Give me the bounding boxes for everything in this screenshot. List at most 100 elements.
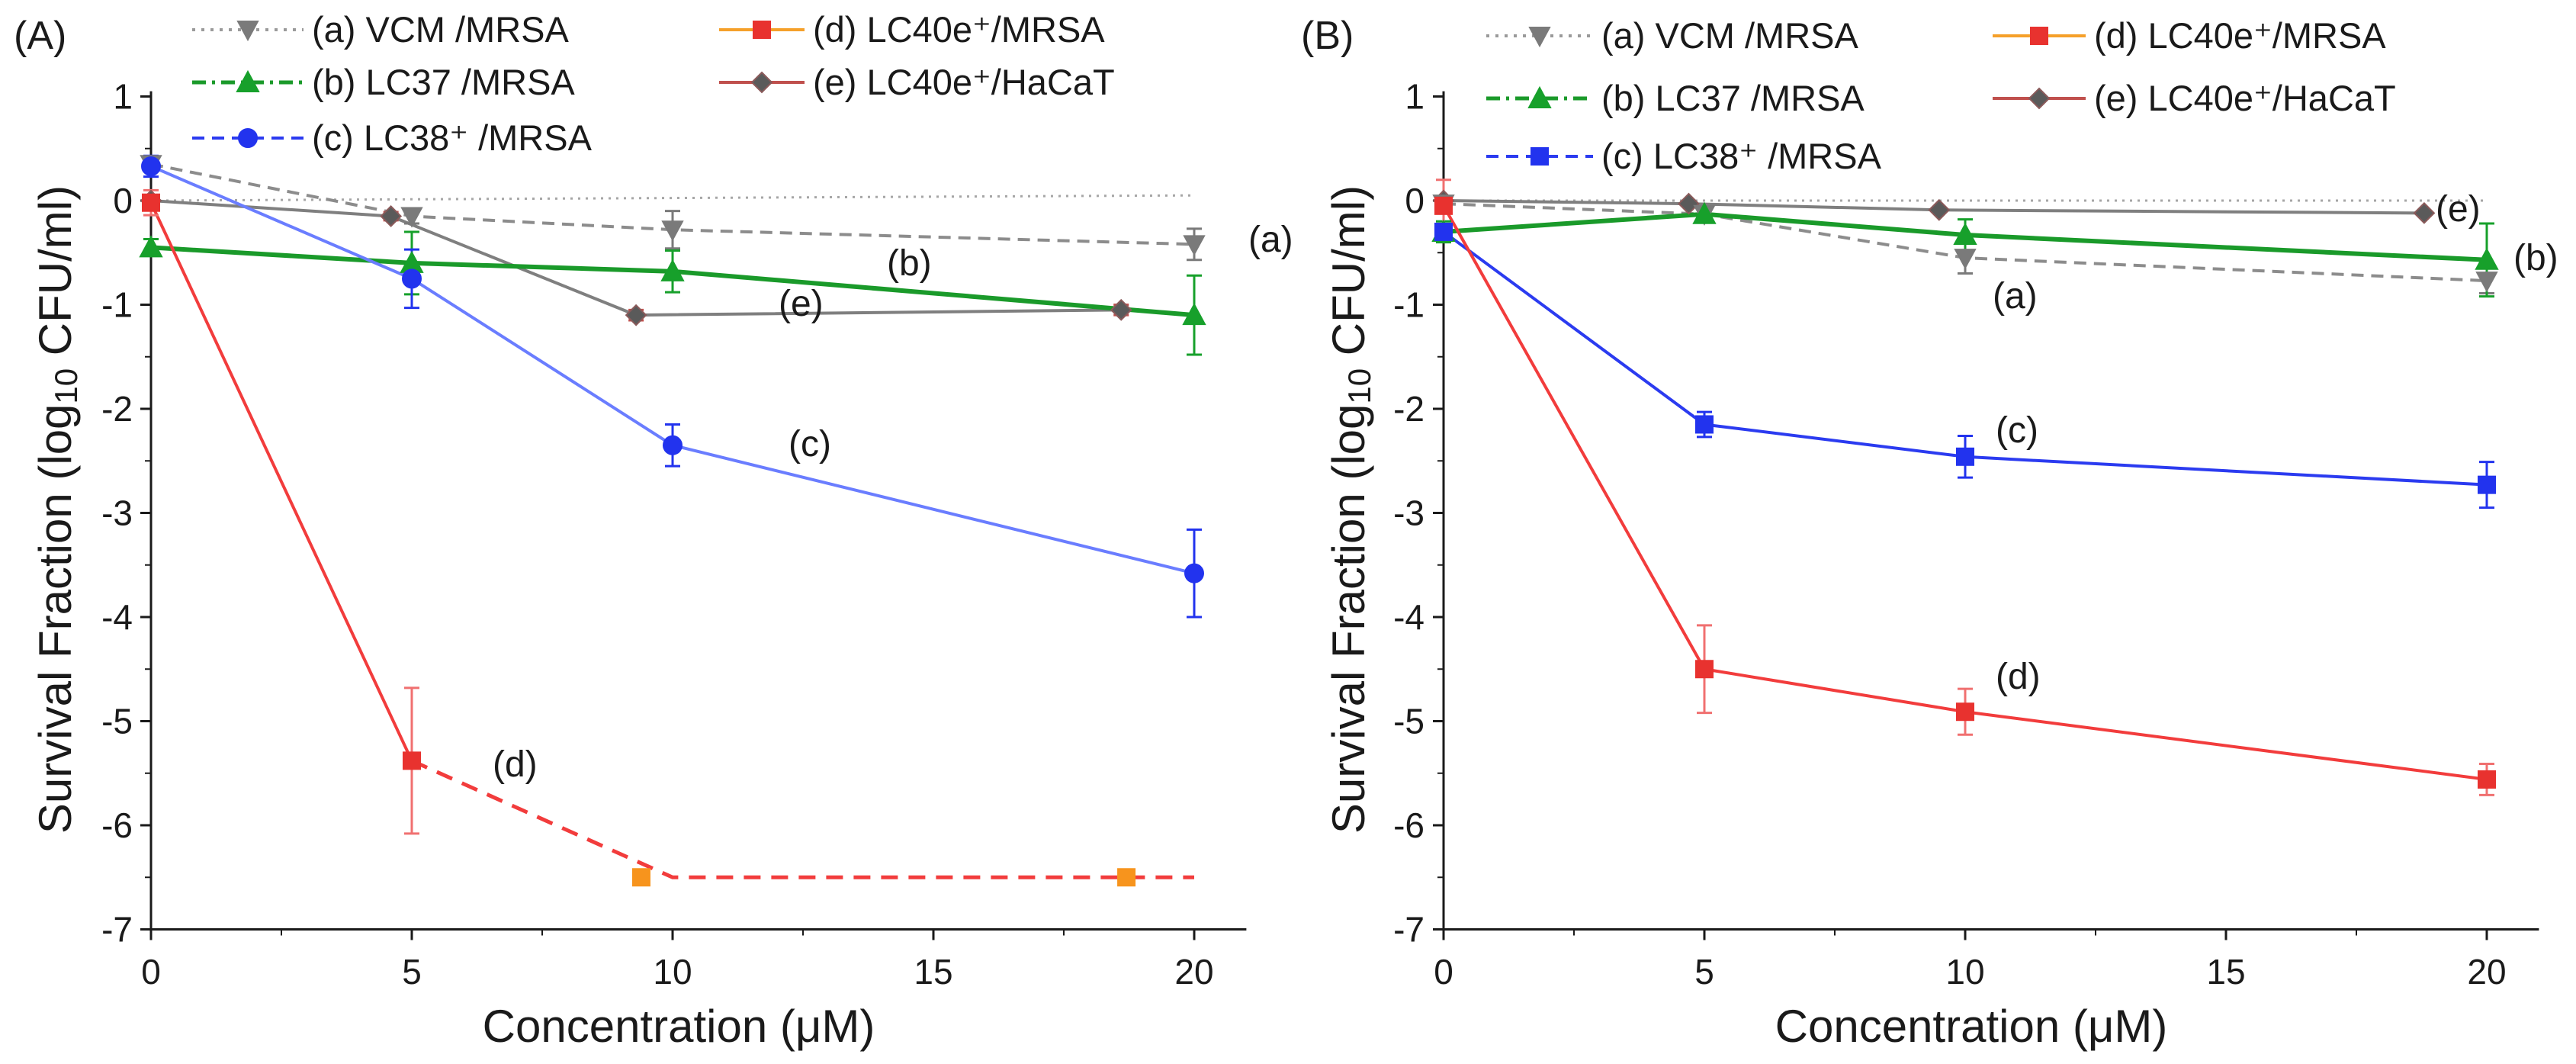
series-b-point	[1692, 201, 1717, 224]
series-c-point	[141, 156, 161, 176]
series-c-point	[1184, 563, 1204, 583]
series-d-extension-line	[410, 759, 1194, 879]
y-tick-label: -6	[1393, 805, 1425, 845]
y-tick-label: -5	[1393, 702, 1425, 741]
annotation-d: (d)	[493, 744, 538, 785]
series-e-point	[1928, 198, 1951, 221]
legend-marker	[1527, 85, 1552, 108]
y-tick-label: -3	[1393, 493, 1425, 533]
series-d-point	[1434, 196, 1453, 215]
annotation-a: (a)	[1993, 276, 2038, 317]
series-b-point	[1953, 222, 1977, 246]
legend-item-a: (a) VCM /MRSA	[1486, 15, 1859, 56]
series-b-point	[139, 235, 163, 258]
y-tick-label: 1	[1405, 77, 1425, 117]
legend-marker	[750, 71, 773, 94]
series-d-point	[1956, 702, 1974, 722]
x-tick-label: 15	[2206, 952, 2245, 992]
y-tick-label: -1	[101, 285, 133, 325]
legend-item-b: (b) LC37 /MRSA	[1486, 78, 1865, 118]
y-tick-label: -3	[101, 493, 133, 533]
y-tick-label: 0	[1405, 181, 1425, 220]
series-e-point	[380, 205, 403, 227]
legend-label: (e) LC40e⁺/HaCaT	[2094, 78, 2396, 118]
legend-label: (b) LC37 /MRSA	[312, 62, 575, 102]
legend: (a) VCM /MRSA (b) LC37 /MRSA (c) LC38⁺ /MR…	[1486, 15, 2396, 176]
y-axis-title: Survival Fraction (log10 CFU/ml)	[1323, 185, 1377, 834]
series-d-line	[149, 201, 413, 762]
series-b-point	[1182, 303, 1206, 326]
legend-item-c: (c) LC38⁺ /MRSA	[1486, 136, 1882, 176]
x-tick-label: 0	[1434, 952, 1453, 992]
annotation-d: (d)	[1996, 657, 2041, 697]
annotation-c: (c)	[1996, 410, 2038, 451]
series-d-line	[1442, 204, 2488, 781]
series-a-baseline	[150, 194, 1195, 202]
series-e-line	[1443, 199, 2424, 215]
x-axis-title: Concentration (μM)	[483, 1001, 875, 1052]
y-tick-label: -7	[1393, 910, 1425, 950]
y-tick-label: 0	[113, 181, 133, 220]
annotation-a: (a)	[1248, 220, 1293, 260]
legend-marker	[236, 69, 260, 92]
annotation-e: (e)	[2436, 189, 2481, 230]
series-c-point	[1434, 222, 1453, 241]
y-axis-title-subscript: 10	[1341, 368, 1377, 404]
y-tick-label: -4	[101, 597, 133, 637]
y-tick-label: -1	[1393, 285, 1425, 325]
legend-marker	[236, 21, 259, 42]
series-c-point	[2478, 475, 2496, 494]
series-e-point	[1678, 192, 1700, 215]
series-a-point	[1954, 249, 1977, 270]
legend-item-e: (e) LC40e⁺/HaCaT	[1993, 78, 2396, 118]
legend: (a) VCM /MRSA (b) LC37 /MRSA (c) LC38⁺ /MR…	[192, 9, 1115, 158]
y-axis-title: Survival Fraction (log10 CFU/ml)	[30, 185, 84, 834]
legend-marker	[1528, 27, 1551, 48]
y-tick-label: -2	[1393, 389, 1425, 429]
legend-label: (b) LC37 /MRSA	[1601, 78, 1865, 118]
series-d-point	[142, 193, 160, 212]
series-b-point	[660, 259, 685, 281]
annotation-e: (e)	[779, 284, 824, 324]
legend-item-b: (b) LC37 /MRSA	[192, 62, 575, 102]
panel-a: (A)0 5 10 15 2010-1-2-3-4-5-6-7Concentration…	[14, 9, 1293, 1052]
series-a-line	[1443, 202, 2488, 283]
series-d-limit-point	[1117, 868, 1136, 887]
y-axis-title-end: CFU/ml)	[1323, 185, 1374, 368]
legend-marker	[1531, 147, 1549, 166]
legend-marker	[753, 21, 771, 39]
y-tick-label: 1	[113, 77, 133, 117]
legend-item-e: (e) LC40e⁺/HaCaT	[719, 62, 1115, 102]
panel-label: (B)	[1301, 14, 1354, 58]
x-tick-label: 10	[653, 952, 692, 992]
panel-b: (B)0 5 10 15 2010-1-2-3-4-5-6-7Concentration…	[1301, 14, 2558, 1052]
series-c-point	[663, 435, 683, 455]
legend-label: (a) VCM /MRSA	[1601, 15, 1859, 56]
legend-marker	[2028, 87, 2051, 110]
series-a-point	[1183, 235, 1206, 256]
annotation-c: (c)	[789, 424, 831, 464]
annotation-b: (b)	[2513, 238, 2558, 278]
y-axis-title-subscript: 10	[48, 368, 84, 404]
series-b-line	[150, 245, 1195, 318]
legend-marker	[238, 128, 258, 148]
series-c-line	[150, 165, 1195, 575]
series-e-point	[2413, 201, 2436, 224]
x-tick-label: 5	[1694, 952, 1714, 992]
legend-label: (c) LC38⁺ /MRSA	[1601, 136, 1882, 176]
series-a-point	[661, 220, 684, 242]
series-c-point	[402, 268, 422, 289]
panel-label: (A)	[14, 14, 66, 58]
legend-label: (d) LC40e⁺/MRSA	[2094, 15, 2386, 56]
series-c-line	[1442, 230, 2488, 487]
plot-area: (a) (b) (e) (c) (d)	[139, 154, 1293, 887]
series-b-point	[2475, 247, 2499, 270]
legend-label: (c) LC38⁺ /MRSA	[312, 117, 593, 158]
legend-label: (a) VCM /MRSA	[312, 9, 570, 50]
y-tick-label: -2	[101, 389, 133, 429]
x-tick-label: 15	[914, 952, 952, 992]
y-axis-title-end: CFU/ml)	[30, 185, 81, 368]
y-axis-title-main: Survival Fraction (log	[1323, 404, 1374, 834]
x-tick-label: 5	[402, 952, 422, 992]
